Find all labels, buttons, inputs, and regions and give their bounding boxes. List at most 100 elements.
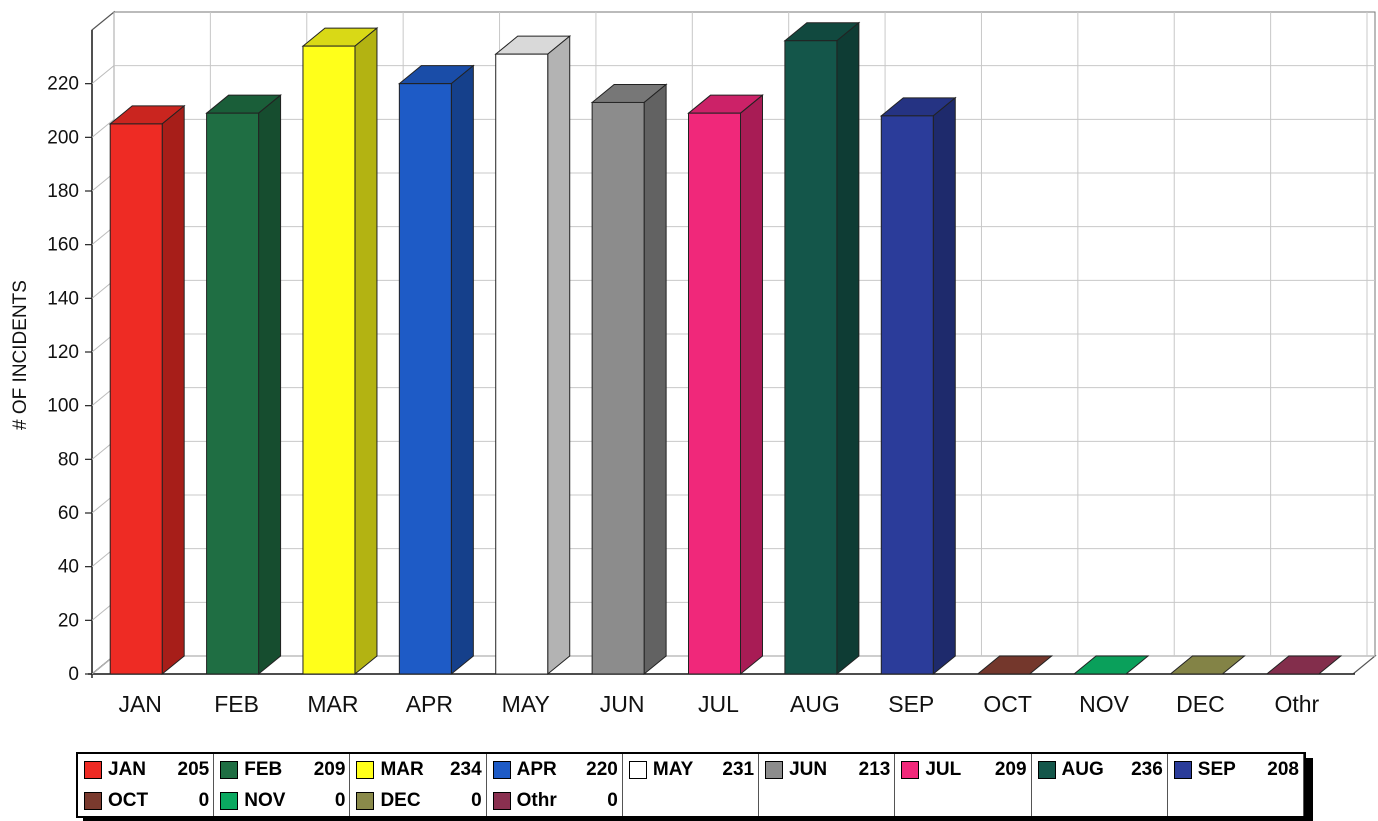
legend-swatch <box>220 791 239 810</box>
legend-empty-cell <box>895 785 1032 816</box>
legend-value: 213 <box>858 758 891 780</box>
x-tick-label-mar: MAR <box>307 691 358 717</box>
x-tick-label-may: MAY <box>502 691 550 717</box>
bar-side <box>547 35 571 676</box>
legend-label: DEC <box>380 789 421 811</box>
grid-line-wall <box>91 118 115 138</box>
bar-chart: 0 20 40 60 80 100 120 140 160 180 200 220 JAN FEB MAR… <box>10 10 1377 717</box>
legend-item-jan: JAN 205 <box>78 754 215 785</box>
x-tick-label-othr: Othr <box>1274 691 1319 717</box>
legend-swatch <box>492 760 511 779</box>
legend-swatch <box>628 760 647 779</box>
legend-item-dec: DEC 0 <box>350 785 487 816</box>
legend-value: 0 <box>471 789 482 811</box>
bar-front <box>784 40 838 675</box>
bar-top <box>976 655 1054 675</box>
bar-front <box>398 83 452 675</box>
y-tick-label: 0 <box>68 664 79 685</box>
legend-label: JUN <box>789 758 828 780</box>
legend-value: 234 <box>449 758 482 780</box>
legend-swatch <box>356 760 375 779</box>
bar-aug <box>783 21 861 676</box>
legend-value: 0 <box>198 789 210 811</box>
x-tick-label-jul: JUL <box>698 691 739 717</box>
legend-value: 0 <box>334 789 346 811</box>
y-tick-label: 140 <box>47 288 79 309</box>
bar-oct <box>976 655 1054 675</box>
legend-item-jun: JUN 213 <box>759 754 896 785</box>
grid-line-wall <box>91 65 115 85</box>
bar-nov <box>1072 655 1150 675</box>
legend-value: 231 <box>722 758 755 780</box>
bar-may <box>494 35 572 676</box>
legend-swatch <box>492 791 511 810</box>
bar-side <box>836 21 860 676</box>
bar-front <box>109 123 163 675</box>
legend-swatch <box>220 760 239 779</box>
bar-side <box>258 94 282 676</box>
y-tick-label: 100 <box>47 396 79 417</box>
x-tick-label-nov: NOV <box>1079 691 1130 717</box>
bar-front <box>688 112 741 675</box>
bar-dec <box>1169 655 1246 675</box>
legend-label: AUG <box>1061 758 1104 780</box>
bar-sep <box>879 96 957 676</box>
bar-front <box>880 115 934 675</box>
x-tick-label-apr: APR <box>406 691 453 717</box>
bar-front <box>495 53 549 675</box>
bar-mar <box>301 27 379 676</box>
legend-value: 236 <box>1131 758 1163 780</box>
legend-label: JAN <box>108 758 147 780</box>
legend-label: SEP <box>1197 758 1236 780</box>
y-tick-label: 40 <box>58 557 79 578</box>
y-tick-label: 20 <box>58 610 79 631</box>
bar-jan <box>108 104 186 676</box>
legend-swatch <box>901 760 920 779</box>
legend-swatch <box>84 760 102 779</box>
legend-item-othr: Othr 0 <box>487 785 623 816</box>
legend-label: NOV <box>244 789 286 811</box>
bar-feb <box>205 94 282 676</box>
bar-jul <box>687 94 764 676</box>
y-tick-label: 220 <box>47 74 79 95</box>
legend-value: 209 <box>313 758 346 780</box>
bar-front <box>591 101 645 675</box>
legend-swatch <box>356 791 375 810</box>
x-tick-label-jan: JAN <box>118 691 161 717</box>
legend-value: 220 <box>586 758 618 780</box>
legend-item-mar: MAR 234 <box>350 754 487 785</box>
y-tick-label: 80 <box>58 449 79 470</box>
legend-swatch <box>765 760 784 779</box>
legend-empty-cell <box>623 785 760 816</box>
legend: JAN 205 FEB 209 MAR 234 APR 220 MAY 231 JUN 213 JUL 2… <box>76 752 1306 818</box>
x-tick-label-aug: AUG <box>790 691 840 717</box>
legend-swatch <box>1173 760 1192 779</box>
bar-side <box>161 104 185 676</box>
legend-label: MAR <box>380 758 424 780</box>
y-tick-label: 60 <box>58 503 79 524</box>
bar-side <box>450 64 474 676</box>
y-tick-label: 120 <box>47 342 79 363</box>
legend-value: 0 <box>607 789 618 811</box>
legend-item-aug: AUG 236 <box>1032 754 1168 785</box>
bar-side <box>932 96 956 676</box>
bar-side <box>740 94 763 676</box>
y-axis-title: # OF INCIDENTS <box>10 280 31 430</box>
x-tick-label-sep: SEP <box>888 691 934 717</box>
legend-label: MAY <box>652 758 694 780</box>
bar-side <box>643 83 667 676</box>
bar-front <box>302 45 356 675</box>
legend-label: FEB <box>244 758 283 780</box>
x-tick-label-jun: JUN <box>600 691 645 717</box>
legend-empty-cell <box>1168 785 1304 816</box>
legend-label: OCT <box>108 789 149 811</box>
bar-jun <box>590 83 668 676</box>
legend-item-feb: FEB 209 <box>214 754 351 785</box>
legend-label: Othr <box>516 789 557 811</box>
legend-label: JUL <box>925 758 962 780</box>
legend-item-nov: NOV 0 <box>214 785 351 816</box>
legend-item-sep: SEP 208 <box>1168 754 1304 785</box>
y-tick-label: 200 <box>47 127 79 148</box>
legend-empty-cell <box>759 785 896 816</box>
legend-item-oct: OCT 0 <box>78 785 215 816</box>
